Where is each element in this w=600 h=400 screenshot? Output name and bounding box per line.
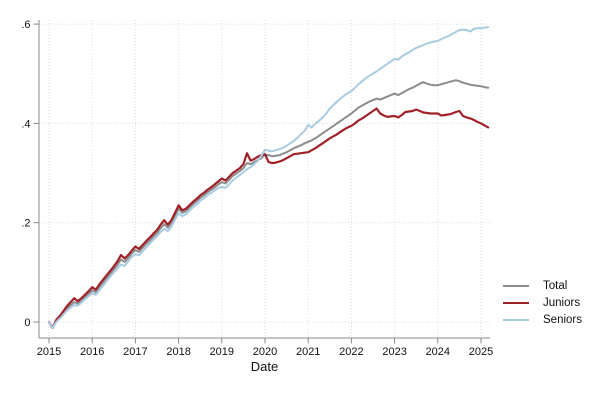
legend-label-juniors: Juniors — [543, 297, 581, 309]
y-tick-label: .4 — [21, 118, 30, 130]
x-tick-label: 2020 — [253, 346, 277, 358]
seniors-line-swatch — [503, 319, 529, 321]
legend-item-juniors: Juniors — [503, 297, 582, 309]
x-tick-label: 2022 — [339, 346, 363, 358]
x-tick-label: 2025 — [469, 346, 493, 358]
juniors-line-swatch — [503, 302, 529, 304]
y-tick-label: .6 — [21, 19, 30, 31]
x-tick-label: 2016 — [80, 346, 104, 358]
x-tick-label: 2023 — [382, 346, 406, 358]
data-series — [47, 26, 490, 330]
y-tick-label: .2 — [21, 218, 30, 230]
axis-labels: 0 .2 .4 .6 2015 2016 2017 2018 2019 2020 2021 2022 2… — [21, 19, 493, 374]
juniors-line — [47, 107, 490, 330]
legend-item-total: Total — [503, 280, 582, 292]
gridlines — [39, 20, 490, 338]
total-line — [48, 79, 490, 329]
legend-item-seniors: Seniors — [503, 314, 582, 326]
x-tick-label: 2017 — [123, 346, 147, 358]
x-tick-label: 2018 — [166, 346, 190, 358]
x-tick-label: 2024 — [426, 346, 450, 358]
total-line-swatch — [503, 285, 529, 287]
legend-label-seniors: Seniors — [543, 314, 582, 326]
axes — [33, 20, 490, 344]
x-tick-label: 2015 — [37, 346, 61, 358]
x-tick-label: 2021 — [296, 346, 320, 358]
y-tick-label: 0 — [24, 317, 30, 329]
x-tick-label: 2019 — [210, 346, 234, 358]
seniors-line — [48, 26, 490, 329]
x-axis-title: Date — [251, 359, 278, 374]
legend-label-total: Total — [543, 280, 568, 292]
legend: Total Juniors Seniors — [503, 280, 582, 326]
